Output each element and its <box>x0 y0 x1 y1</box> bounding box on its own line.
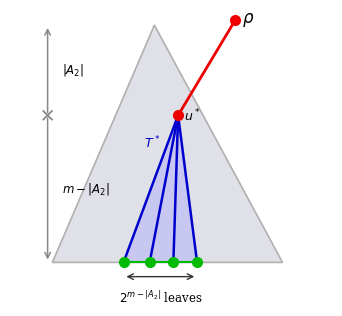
Text: $u^*$: $u^*$ <box>184 108 200 125</box>
Text: $m-|A_2|$: $m-|A_2|$ <box>62 181 110 197</box>
Polygon shape <box>52 25 282 262</box>
Text: $|A_2|$: $|A_2|$ <box>62 62 84 78</box>
Text: $T^*$: $T^*$ <box>144 134 160 151</box>
Polygon shape <box>123 115 197 262</box>
Text: $\rho$: $\rho$ <box>242 11 254 29</box>
Text: $2^{m-|A_2|}$ leaves: $2^{m-|A_2|}$ leaves <box>119 290 202 306</box>
